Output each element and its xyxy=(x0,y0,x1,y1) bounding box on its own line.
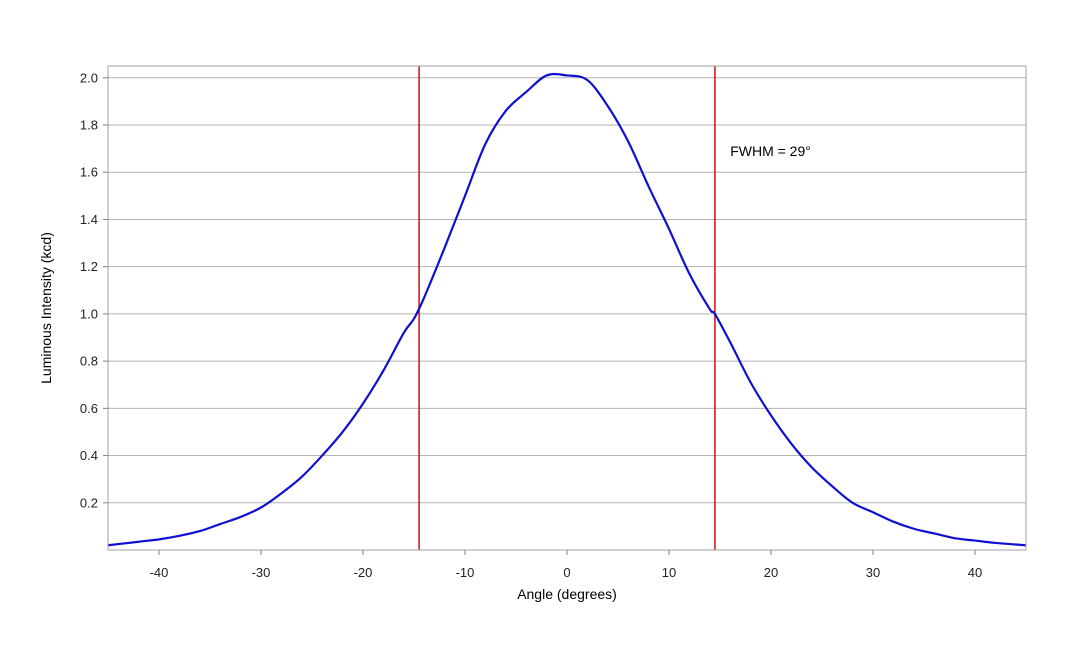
x-tick-label: 20 xyxy=(764,565,778,580)
y-tick-label: 2.0 xyxy=(80,70,98,85)
fwhm-annotation: FWHM = 29° xyxy=(730,143,811,159)
x-tick-label: 0 xyxy=(563,565,570,580)
x-tick-label: -10 xyxy=(456,565,475,580)
x-tick-label: 40 xyxy=(968,565,982,580)
y-tick-label: 0.2 xyxy=(80,495,98,510)
y-tick-label: 0.6 xyxy=(80,401,98,416)
y-tick-label: 1.0 xyxy=(80,306,98,321)
plot-frame xyxy=(107,65,1027,551)
grid-layer xyxy=(108,77,1026,504)
axis-layer xyxy=(103,65,1027,555)
x-tick-label: 30 xyxy=(866,565,880,580)
y-tick-label: 1.6 xyxy=(80,165,98,180)
y-tick-label: 1.2 xyxy=(80,259,98,274)
y-axis-label: Luminous Intensity (kcd) xyxy=(38,232,54,384)
x-tick-label: -20 xyxy=(354,565,373,580)
y-tick-label: 0.8 xyxy=(80,354,98,369)
x-tick-label: 10 xyxy=(662,565,676,580)
y-tick-label: 1.8 xyxy=(80,118,98,133)
y-tick-label: 0.4 xyxy=(80,448,98,463)
vertical-markers xyxy=(418,66,716,550)
x-tick-label: -40 xyxy=(150,565,169,580)
y-tick-label: 1.4 xyxy=(80,212,98,227)
intensity-curve-line xyxy=(107,72,1027,547)
x-axis-label: Angle (degrees) xyxy=(517,586,617,602)
series-layer xyxy=(107,72,1027,547)
x-tick-label: -30 xyxy=(252,565,271,580)
label-layer: 0.2 0.4 0.6 0.8 1.0 1.2 1.4 1.6 1.8 2.0 -40 -30 -20 -… xyxy=(38,70,982,602)
